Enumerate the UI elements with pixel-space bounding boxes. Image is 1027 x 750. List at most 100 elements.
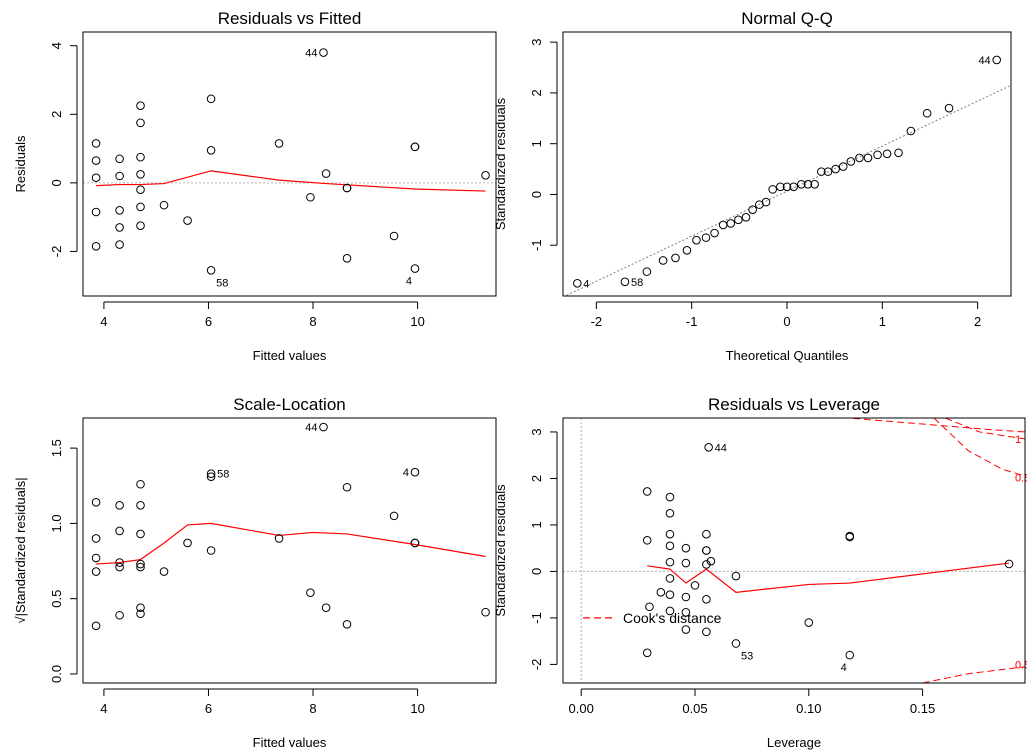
chart-title: Normal Q-Q xyxy=(741,9,833,28)
x-tick-label: 0 xyxy=(783,314,790,329)
plot-area xyxy=(563,418,1025,683)
x-tick-label: 4 xyxy=(100,314,107,329)
point-label: 4 xyxy=(583,278,589,290)
y-tick-label: 3 xyxy=(529,39,544,46)
point-label: 44 xyxy=(305,422,317,434)
x-tick-label: 0.05 xyxy=(682,701,707,716)
data-point xyxy=(274,534,284,543)
data-point xyxy=(274,139,284,148)
y-tick-label: 1 xyxy=(529,140,544,147)
data-point xyxy=(665,574,675,583)
data-point xyxy=(136,562,145,572)
data-point xyxy=(803,180,813,189)
data-point xyxy=(115,223,124,232)
data-point xyxy=(183,216,192,225)
data-point xyxy=(702,546,711,555)
y-tick-label: -1 xyxy=(529,239,544,251)
y-axis-label: Residuals xyxy=(13,135,28,193)
data-point xyxy=(810,180,819,189)
data-point xyxy=(410,538,420,548)
data-point xyxy=(91,156,101,165)
smoother-line xyxy=(96,170,486,192)
data-point xyxy=(665,541,675,551)
y-tick-label: 1 xyxy=(529,521,544,528)
data-point xyxy=(718,220,728,230)
data-point xyxy=(91,621,101,631)
data-point xyxy=(906,126,916,136)
data-point xyxy=(761,197,771,207)
point-label: 58 xyxy=(217,469,229,481)
point-label: 58 xyxy=(631,277,643,289)
y-tick-label: 2 xyxy=(49,111,64,118)
y-tick-label: 0 xyxy=(529,191,544,198)
data-point xyxy=(115,562,124,572)
y-axis-label: Standardized residuals xyxy=(493,97,508,230)
y-tick-label: -2 xyxy=(49,246,64,258)
cooks-distance-contour xyxy=(922,666,1025,683)
point-label: 44 xyxy=(715,442,727,454)
chart-title: Residuals vs Fitted xyxy=(218,9,362,28)
data-point xyxy=(782,182,792,192)
data-point xyxy=(159,200,169,210)
plot-area xyxy=(563,55,1011,296)
data-point xyxy=(642,487,652,496)
data-point xyxy=(642,267,652,276)
data-point xyxy=(206,546,216,555)
data-point xyxy=(159,567,169,576)
x-axis-label: Fitted values xyxy=(253,348,327,363)
data-point xyxy=(410,264,420,273)
cooks-distance-contour xyxy=(842,418,1025,433)
panel-residuals-vs-fitted: Residuals vs Fitted Fitted values Residual… xyxy=(13,9,497,363)
data-point xyxy=(823,167,833,176)
data-point xyxy=(642,535,652,545)
data-point xyxy=(692,235,701,245)
x-tick-label: 6 xyxy=(205,701,212,716)
data-point xyxy=(115,558,124,567)
data-point xyxy=(702,529,711,539)
x-tick-label: 4 xyxy=(100,701,107,716)
data-point xyxy=(342,619,352,629)
data-point xyxy=(136,479,145,489)
panel-scale-location: Scale-Location Fitted values √|Standardize… xyxy=(13,395,497,750)
x-tick-label: 0.10 xyxy=(796,701,821,716)
data-point xyxy=(389,231,399,241)
data-point xyxy=(882,149,892,159)
data-point xyxy=(992,55,1002,65)
panel-residuals-vs-leverage: Residuals vs Leverage Leverage Standardize… xyxy=(493,395,1027,750)
data-point xyxy=(706,556,716,566)
data-point xyxy=(873,150,882,160)
data-point xyxy=(183,538,192,548)
data-point xyxy=(681,608,691,617)
x-tick-label: 0.00 xyxy=(569,701,594,716)
y-tick-label: 0 xyxy=(529,568,544,575)
data-point xyxy=(115,610,124,620)
data-point xyxy=(620,277,630,287)
data-point xyxy=(115,501,124,510)
data-point xyxy=(681,592,691,602)
data-point xyxy=(306,192,315,202)
data-point xyxy=(863,153,873,163)
data-point xyxy=(665,590,675,599)
data-point xyxy=(91,498,101,507)
x-tick-label: 1 xyxy=(879,314,886,329)
x-tick-label: 10 xyxy=(410,701,424,716)
data-point xyxy=(91,241,101,251)
data-point xyxy=(206,472,216,482)
point-label: 44 xyxy=(305,48,317,60)
data-point xyxy=(319,48,328,57)
data-point xyxy=(206,265,216,275)
data-point xyxy=(658,256,668,265)
data-point xyxy=(206,469,216,479)
data-point xyxy=(572,279,582,288)
data-point xyxy=(796,180,806,189)
data-point xyxy=(748,205,757,214)
data-point xyxy=(91,534,101,543)
cooks-contour-label: 0.5 xyxy=(1015,473,1027,485)
point-label: 4 xyxy=(403,467,409,479)
point-label: 44 xyxy=(978,55,990,67)
y-tick-label: 2 xyxy=(529,475,544,482)
data-point xyxy=(656,588,666,597)
data-point xyxy=(206,94,216,104)
data-point xyxy=(776,182,785,192)
y-tick-label: 2 xyxy=(529,89,544,96)
